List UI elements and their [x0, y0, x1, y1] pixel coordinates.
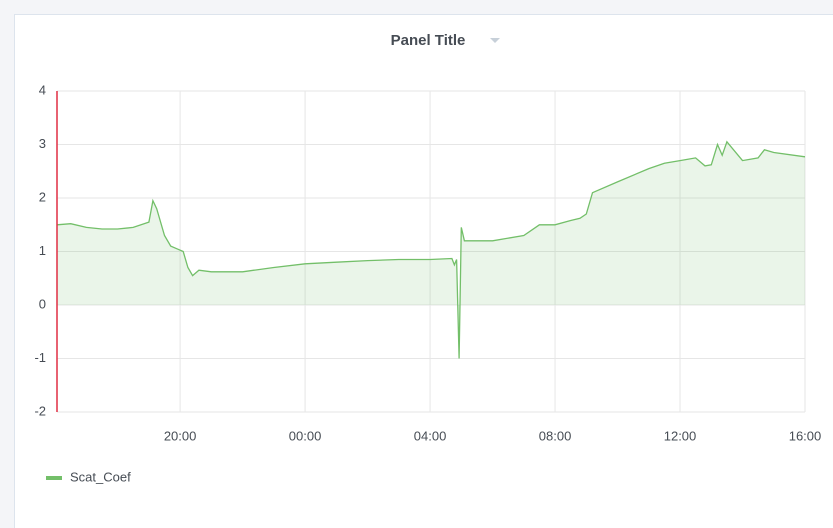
y-tick-label: -1	[34, 350, 46, 365]
x-tick-label: 00:00	[289, 428, 322, 443]
y-tick-label: 4	[39, 82, 46, 97]
legend-label: Scat_Coef	[70, 469, 131, 484]
panel-frame	[14, 14, 833, 528]
x-tick-label: 20:00	[164, 428, 197, 443]
x-tick-label: 04:00	[414, 428, 447, 443]
y-tick-label: 1	[39, 243, 46, 258]
area-fill	[57, 141, 805, 359]
title-caret[interactable]	[490, 38, 500, 43]
y-tick-label: 2	[39, 189, 46, 204]
y-tick-label: 3	[39, 136, 46, 151]
legend-swatch	[46, 476, 62, 480]
plot: -2 -1 0 1 2 3 4 20:00 00:00 04:00 08:00 12:00 16:00 S…	[34, 82, 821, 484]
x-tick-label: 16:00	[789, 428, 822, 443]
x-tick-label: 08:00	[539, 428, 572, 443]
x-tick-label: 12:00	[664, 428, 697, 443]
series-line	[56, 140, 806, 359]
panel-title[interactable]: Panel Title	[391, 32, 466, 49]
y-tick-label: 0	[39, 296, 46, 311]
y-tick-label: -2	[34, 403, 46, 418]
